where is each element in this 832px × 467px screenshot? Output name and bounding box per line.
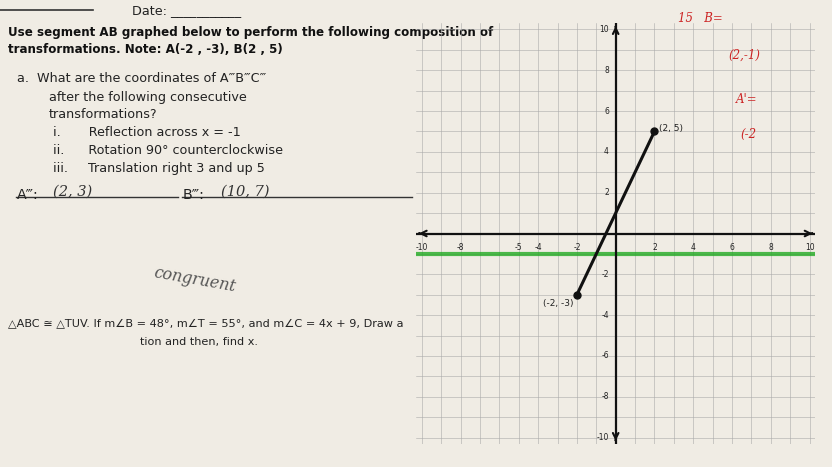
Text: -8: -8 [602,392,609,401]
Text: (2,-1): (2,-1) [728,49,760,62]
Text: (-2, -3): (-2, -3) [542,299,573,308]
Text: 6: 6 [604,106,609,116]
Text: A'=: A'= [736,93,758,106]
Text: 8: 8 [604,66,609,75]
Text: iii.     Translation right 3 and up 5: iii. Translation right 3 and up 5 [53,162,265,175]
Text: after the following consecutive: after the following consecutive [49,91,246,104]
Text: B‴:: B‴: [182,188,205,202]
Text: -4: -4 [534,243,542,252]
Text: 4: 4 [691,243,696,252]
Text: △ABC ≅ △TUV. If m∠B = 48°, m∠T = 55°, and m∠C = 4x + 9, Draw a: △ABC ≅ △TUV. If m∠B = 48°, m∠T = 55°, an… [8,318,404,328]
Text: i.       Reflection across x = -1: i. Reflection across x = -1 [53,126,240,139]
Text: A‴:: A‴: [17,188,39,202]
Text: 4: 4 [604,148,609,156]
Text: -4: -4 [602,311,609,319]
Text: Use segment AB graphed below to perform the following composition of: Use segment AB graphed below to perform … [8,26,493,39]
Text: congruent: congruent [153,264,238,295]
Text: 10: 10 [805,243,815,252]
Text: (10, 7): (10, 7) [220,185,269,199]
Text: -2: -2 [602,270,609,279]
Text: -10: -10 [597,433,609,442]
Text: a.  What are the coordinates of A‴B‴C‴: a. What are the coordinates of A‴B‴C‴ [17,72,266,85]
Text: Date: ___________: Date: ___________ [132,4,241,17]
Text: 6: 6 [730,243,735,252]
Text: tion and then, find x.: tion and then, find x. [140,337,258,347]
Text: (2, 3): (2, 3) [53,185,92,199]
Text: 2: 2 [604,188,609,197]
Text: 10: 10 [599,25,609,34]
Text: -6: -6 [602,351,609,361]
Text: -2: -2 [573,243,581,252]
Text: (-2: (-2 [740,128,756,142]
Text: transformations. Note: A(-2 , -3), B(2 , 5): transformations. Note: A(-2 , -3), B(2 ,… [8,43,283,56]
Text: 15   B=: 15 B= [678,12,723,25]
Text: (2, 5): (2, 5) [659,125,683,134]
Text: -10: -10 [416,243,428,252]
Text: -5: -5 [515,243,522,252]
Text: transformations?: transformations? [49,108,157,121]
Text: -8: -8 [457,243,464,252]
Text: 2: 2 [652,243,656,252]
Text: 8: 8 [769,243,773,252]
Text: ii.      Rotation 90° counterclockwise: ii. Rotation 90° counterclockwise [53,144,283,157]
